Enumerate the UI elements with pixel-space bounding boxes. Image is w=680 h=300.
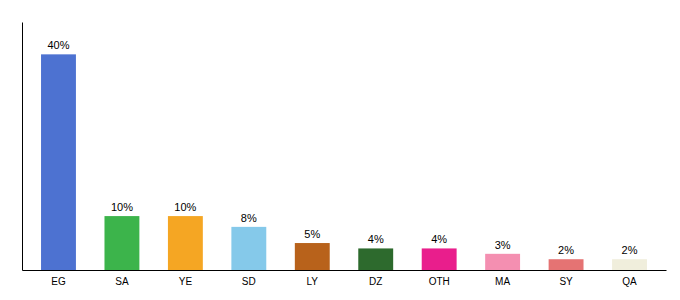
x-tick-label: YE xyxy=(179,276,193,287)
bar xyxy=(612,259,647,270)
chart-svg: EG SA YE SD LY DZ OTH MA SY QA 40% 10% 10% 8% 5% 4% 4% 3%… xyxy=(0,0,680,300)
x-tick-label: SY xyxy=(559,276,573,287)
x-tick-label: OTH xyxy=(429,276,450,287)
x-tick-label: EG xyxy=(51,276,66,287)
y-axis-line xyxy=(22,23,23,271)
y-axis xyxy=(22,23,23,271)
x-tick: SA xyxy=(115,276,129,287)
x-tick-label: MA xyxy=(495,276,510,287)
bar xyxy=(168,216,203,270)
x-tick: QA xyxy=(622,276,637,287)
bar xyxy=(422,248,457,270)
x-tick-label: SA xyxy=(115,276,129,287)
bar xyxy=(231,227,266,270)
x-axis-line xyxy=(23,270,667,271)
plot-area: EG SA YE SD LY DZ OTH MA SY QA 40% 10% 10% 8% 5% 4% 4% 3%… xyxy=(23,23,667,288)
data-label: 2% xyxy=(558,244,574,256)
x-tick: EG xyxy=(51,276,66,287)
bar xyxy=(41,54,76,270)
data-label: 10% xyxy=(111,201,133,213)
x-tick-label: QA xyxy=(622,276,637,287)
data-label: 40% xyxy=(47,39,69,51)
data-label: 2% xyxy=(622,244,638,256)
bar xyxy=(549,259,584,270)
chart-container: EG SA YE SD LY DZ OTH MA SY QA 40% 10% 10% 8% 5% 4% 4% 3%… xyxy=(0,0,680,300)
x-tick: LY xyxy=(307,276,319,287)
bars xyxy=(41,54,647,270)
x-tick: YE xyxy=(179,276,193,287)
data-labels: 40% 10% 10% 8% 5% 4% 4% 3% 2% 2% xyxy=(47,39,637,256)
x-tick-label: LY xyxy=(307,276,319,287)
x-axis: EG SA YE SD LY DZ OTH MA SY QA xyxy=(23,271,667,288)
bar xyxy=(358,248,393,270)
data-label: 4% xyxy=(368,233,384,245)
x-tick: SY xyxy=(559,276,573,287)
bar xyxy=(485,254,520,270)
x-tick: MA xyxy=(495,276,510,287)
x-tick-label: DZ xyxy=(369,276,382,287)
bar xyxy=(295,243,330,270)
data-label: 4% xyxy=(431,233,447,245)
data-label: 8% xyxy=(241,212,257,224)
data-label: 5% xyxy=(304,228,320,240)
x-tick: DZ xyxy=(369,276,382,287)
x-tick-label: SD xyxy=(242,276,256,287)
data-label: 10% xyxy=(174,201,196,213)
data-label: 3% xyxy=(495,239,511,251)
x-tick: OTH xyxy=(429,276,450,287)
bar xyxy=(104,216,139,270)
x-tick: SD xyxy=(242,276,256,287)
